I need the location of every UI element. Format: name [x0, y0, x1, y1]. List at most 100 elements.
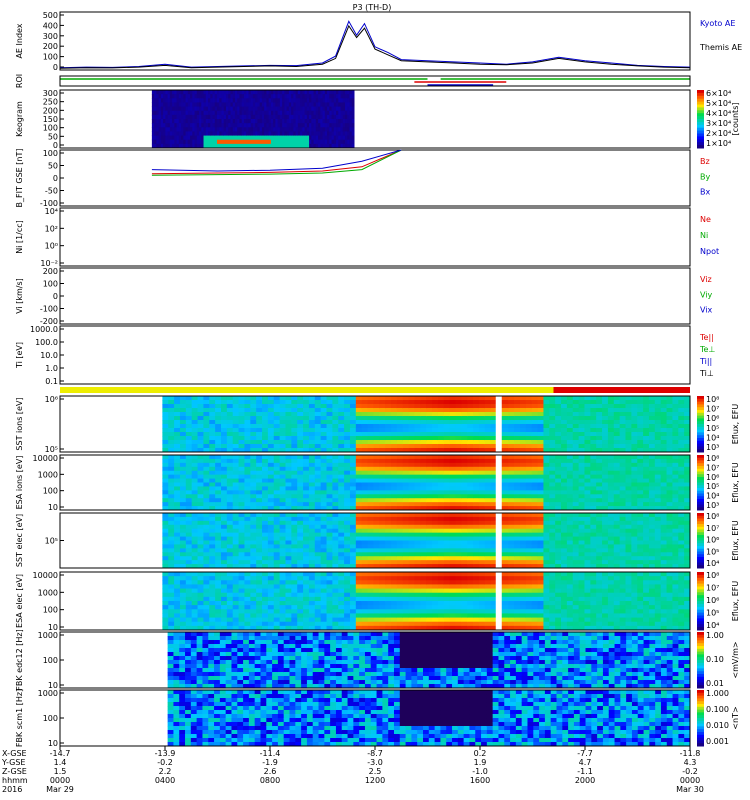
heatmap-cell: [607, 436, 615, 441]
heatmap-cell: [391, 540, 398, 545]
heatmap-cell: [179, 444, 187, 449]
heatmap-cell: [239, 110, 243, 116]
heatmap-cell: [619, 416, 627, 421]
heatmap-cell: [297, 135, 301, 141]
heatmap-cell: [484, 540, 492, 545]
heatmap-cell: [549, 424, 556, 429]
heatmap-cell: [443, 536, 451, 541]
heatmap-cell: [508, 482, 515, 487]
heatmap-cell: [203, 440, 210, 445]
heatmap-cell: [168, 412, 175, 417]
heatmap-cell: [426, 458, 433, 464]
heatmap-cell: [209, 408, 216, 413]
heatmap-cell: [596, 455, 603, 460]
heatmap-cell: [349, 412, 357, 417]
heatmap-cell: [214, 102, 218, 108]
heatmap-cell: [209, 478, 216, 483]
heatmap-cell: [308, 520, 316, 526]
heatmap-cell: [225, 94, 229, 99]
heatmap-cell: [336, 94, 339, 99]
heatmap-cell: [508, 420, 515, 425]
heatmap-cell: [174, 127, 178, 132]
heatmap-cell: [631, 506, 638, 511]
heatmap-cell: [432, 520, 439, 526]
heatmap-cell: [306, 139, 310, 145]
heatmap-cell: [320, 416, 328, 421]
heatmap-cell: [162, 528, 169, 534]
heatmap-cell: [268, 110, 272, 116]
heatmap-cell: [191, 408, 199, 413]
heatmap-cell: [196, 114, 200, 120]
heatmap-cell: [302, 127, 306, 132]
heatmap-cell: [349, 560, 357, 565]
heatmap-cell: [572, 432, 580, 437]
heatmap-cell: [158, 90, 162, 95]
heatmap-cell: [308, 502, 316, 507]
heatmap-cell: [607, 494, 615, 499]
heatmap-cell: [217, 90, 220, 95]
heatmap-cell: [467, 400, 474, 405]
heatmap-cell: [309, 110, 312, 116]
heatmap-cell: [259, 131, 263, 137]
heatmap-cell: [221, 532, 228, 538]
heatmap-cell: [209, 520, 216, 526]
heatmap-cell: [162, 540, 169, 545]
heatmap-cell: [273, 114, 276, 120]
heatmap-cell: [643, 432, 650, 437]
heatmap-cell: [578, 490, 585, 495]
heatmap-cell: [209, 462, 216, 468]
heatmap-cell: [154, 139, 157, 145]
heatmap-cell: [338, 408, 345, 413]
heatmap-cell: [519, 458, 527, 464]
heatmap-cell: [297, 444, 304, 449]
heatmap-cell: [168, 548, 175, 553]
heatmap-cell: [241, 123, 245, 128]
heatmap-cell: [160, 114, 164, 120]
heatmap-cell: [297, 478, 304, 483]
heatmap-cell: [432, 552, 439, 557]
heatmap-cell: [508, 532, 515, 538]
heatmap-cell: [508, 536, 515, 541]
heatmap-cell: [238, 416, 245, 421]
heatmap-cell: [555, 420, 562, 425]
heatmap-cell: [373, 400, 380, 405]
heatmap-cell: [342, 139, 346, 145]
heatmap-cell: [361, 478, 369, 483]
heatmap-cell: [279, 94, 283, 99]
heatmap-cell: [329, 110, 333, 116]
heatmap-cell: [379, 513, 386, 518]
heatmap-cell: [293, 106, 297, 112]
heatmap-cell: [537, 548, 544, 553]
heatmap-cell: [322, 114, 326, 120]
heatmap-cell: [391, 470, 398, 476]
heatmap-cell: [208, 98, 211, 103]
colorbar-cell: [697, 396, 704, 400]
heatmap-cell: [566, 444, 574, 449]
heatmap-cell: [196, 143, 200, 149]
heatmap-cell: [613, 466, 621, 472]
heatmap-cell: [355, 494, 363, 499]
heatmap-cell: [168, 440, 175, 445]
heatmap-cell: [158, 131, 162, 137]
heatmap-cell: [684, 466, 691, 472]
heatmap-cell: [264, 131, 267, 137]
heatmap-cell: [158, 139, 162, 145]
heatmap-cell: [502, 444, 509, 449]
heatmap-cell: [408, 528, 415, 534]
heatmap-cell: [566, 564, 574, 569]
heatmap-cell: [478, 548, 486, 553]
heatmap-cell: [314, 528, 322, 534]
heatmap-cell: [314, 502, 322, 507]
heatmap-cell: [210, 127, 214, 132]
heatmap-cell: [666, 506, 673, 511]
heatmap-cell: [303, 528, 310, 534]
heatmap-cell: [308, 552, 316, 557]
heatmap-cell: [396, 440, 404, 445]
heatmap-cell: [191, 432, 199, 437]
heatmap-cell: [172, 139, 175, 145]
heatmap-cell: [267, 466, 275, 472]
heatmap-cell: [285, 528, 292, 534]
heatmap-cell: [267, 444, 275, 449]
heatmap-cell: [190, 114, 193, 120]
heatmap-cell: [244, 412, 251, 417]
